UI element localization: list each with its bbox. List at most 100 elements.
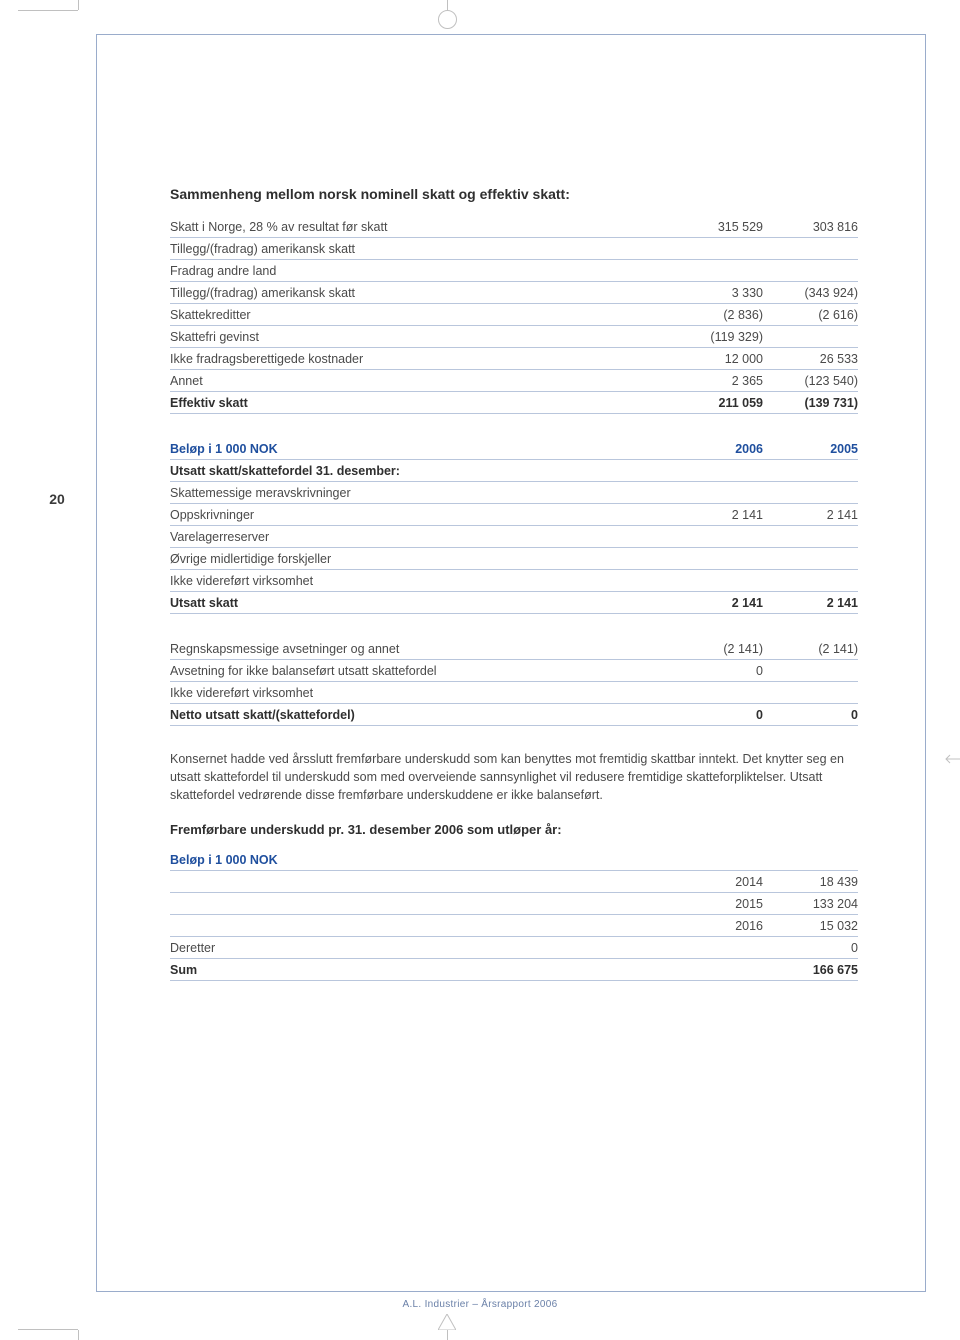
table-row: Ikke fradragsberettigede kostnader12 000… [170, 348, 858, 370]
row-value-1: 2014 [668, 871, 763, 893]
table-row: Annet2 365(123 540) [170, 370, 858, 392]
row-value-1: 0 [668, 660, 763, 682]
row-label: Utsatt skatt/skattefordel 31. desember: [170, 460, 668, 482]
row-label: Skattekreditter [170, 304, 668, 326]
row-value-1 [668, 526, 763, 548]
row-value-1: 315 529 [668, 216, 763, 238]
row-label: Annet [170, 370, 668, 392]
row-label: Sum [170, 959, 668, 981]
row-label: Netto utsatt skatt/(skattefordel) [170, 704, 668, 726]
table-row: Oppskrivninger2 1412 141 [170, 504, 858, 526]
table-row: Varelagerreserver [170, 526, 858, 548]
row-value-2: (123 540) [763, 370, 858, 392]
row-value-2 [763, 526, 858, 548]
body-paragraph: Konsernet hadde ved årsslutt fremførbare… [170, 750, 858, 804]
table-row: Ikke videreført virksomhet [170, 570, 858, 592]
table-row: Skatt i Norge, 28 % av resultat før skat… [170, 216, 858, 238]
row-value-1: 12 000 [668, 348, 763, 370]
row-label: Effektiv skatt [170, 392, 668, 414]
row-value-1: 3 330 [668, 282, 763, 304]
row-label: Fradrag andre land [170, 260, 668, 282]
crop-mark-top-left [18, 0, 88, 24]
row-label: Varelagerreserver [170, 526, 668, 548]
row-value-1 [668, 959, 763, 981]
table-row: Skattemessige meravskrivninger [170, 482, 858, 504]
table-row: Fradrag andre land [170, 260, 858, 282]
crop-mark-right [940, 753, 960, 765]
page-number: 20 [40, 491, 74, 507]
row-label: Regnskapsmessige avsetninger og annet [170, 638, 668, 660]
crop-mark-bottom-left [18, 1316, 88, 1340]
row-label: Skattefri gevinst [170, 326, 668, 348]
row-label: Deretter [170, 937, 668, 959]
table-row: Utsatt skatt2 1412 141 [170, 592, 858, 614]
row-value-2: (2 616) [763, 304, 858, 326]
row-label: Tillegg/(fradrag) amerikansk skatt [170, 282, 668, 304]
row-value-1: 2016 [668, 915, 763, 937]
table-row: 201615 032 [170, 915, 858, 937]
page-content: Sammenheng mellom norsk nominell skatt o… [170, 186, 858, 981]
row-value-1: 2 141 [668, 504, 763, 526]
row-label: Øvrige midlertidige forskjeller [170, 548, 668, 570]
row-value-1 [668, 460, 763, 482]
table4-header-label: Beløp i 1 000 NOK [170, 849, 858, 871]
row-value-2 [763, 548, 858, 570]
row-value-2: 133 204 [763, 893, 858, 915]
row-value-2: 26 533 [763, 348, 858, 370]
row-value-2: 303 816 [763, 216, 858, 238]
table-row: Øvrige midlertidige forskjeller [170, 548, 858, 570]
row-value-1: (2 836) [668, 304, 763, 326]
row-label [170, 871, 668, 893]
row-value-1 [668, 548, 763, 570]
row-value-2: 2 141 [763, 504, 858, 526]
row-value-2 [763, 482, 858, 504]
row-label: Utsatt skatt [170, 592, 668, 614]
table-row: Avsetning for ikke balanseført utsatt sk… [170, 660, 858, 682]
table-row: Skattefri gevinst(119 329) [170, 326, 858, 348]
row-label: Tillegg/(fradrag) amerikansk skatt [170, 238, 668, 260]
table-row: Effektiv skatt211 059(139 731) [170, 392, 858, 414]
row-value-1: (119 329) [668, 326, 763, 348]
row-value-1 [668, 238, 763, 260]
row-value-1: (2 141) [668, 638, 763, 660]
table-row: Tillegg/(fradrag) amerikansk skatt [170, 238, 858, 260]
row-value-1: 2 141 [668, 592, 763, 614]
row-value-1: 0 [668, 704, 763, 726]
row-value-1 [668, 937, 763, 959]
row-label: Ikke videreført virksomhet [170, 570, 668, 592]
row-value-1 [668, 682, 763, 704]
page-footer: A.L. Industrier – Årsrapport 2006 [0, 1299, 960, 1310]
row-value-2: 2 141 [763, 592, 858, 614]
row-label: Skattemessige meravskrivninger [170, 482, 668, 504]
table2-header-label: Beløp i 1 000 NOK [170, 438, 668, 460]
row-label: Avsetning for ikke balanseført utsatt sk… [170, 660, 668, 682]
row-label [170, 915, 668, 937]
row-value-1 [668, 570, 763, 592]
row-value-2 [763, 326, 858, 348]
table-row: Deretter 0 [170, 937, 858, 959]
row-label [170, 893, 668, 915]
table-row: Regnskapsmessige avsetninger og annet(2 … [170, 638, 858, 660]
row-value-2 [763, 260, 858, 282]
table-row: Utsatt skatt/skattefordel 31. desember: [170, 460, 858, 482]
section-title-1: Sammenheng mellom norsk nominell skatt o… [170, 186, 858, 202]
row-label: Skatt i Norge, 28 % av resultat før skat… [170, 216, 668, 238]
table-row: Ikke videreført virksomhet [170, 682, 858, 704]
section-title-4: Fremførbare underskudd pr. 31. desember … [170, 822, 858, 837]
row-value-1: 2 365 [668, 370, 763, 392]
row-label: Ikke videreført virksomhet [170, 682, 668, 704]
row-value-2: 15 032 [763, 915, 858, 937]
table2-header-c1: 2006 [668, 438, 763, 460]
table-deferred-tax: Beløp i 1 000 NOK 2006 2005 Utsatt skatt… [170, 438, 858, 614]
row-value-1 [668, 260, 763, 282]
table-row: Sum 166 675 [170, 959, 858, 981]
row-value-1 [668, 482, 763, 504]
row-label: Oppskrivninger [170, 504, 668, 526]
row-value-2: 0 [763, 937, 858, 959]
table-row: Tillegg/(fradrag) amerikansk skatt3 330(… [170, 282, 858, 304]
row-label: Ikke fradragsberettigede kostnader [170, 348, 668, 370]
row-value-2: 166 675 [763, 959, 858, 981]
row-value-1: 2015 [668, 893, 763, 915]
table-row: 2015133 204 [170, 893, 858, 915]
table-effective-tax: Skatt i Norge, 28 % av resultat før skat… [170, 216, 858, 414]
